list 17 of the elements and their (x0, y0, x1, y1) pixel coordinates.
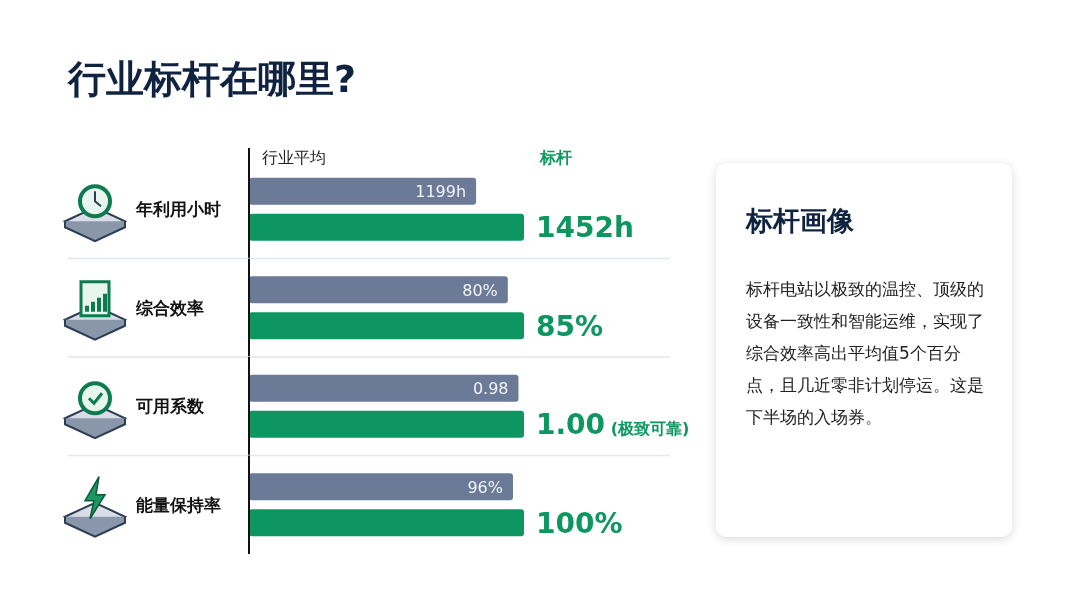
data-label: 80% (462, 280, 498, 300)
text: 标杆画像 (746, 204, 855, 238)
data-label: 100% (536, 506, 623, 540)
data-label: 1199h (415, 182, 467, 202)
data-label: 0.98 (472, 379, 509, 399)
y-tick-label: 可用系数 (135, 396, 205, 417)
data-label: 1.00 (极致可靠) (536, 408, 690, 442)
y-tick-label: 年利用小时 (135, 199, 221, 220)
y-tick-label: 能量保持率 (136, 494, 221, 515)
y-tick-label: 综合效率 (135, 297, 204, 318)
data-label: 1452h (536, 211, 634, 245)
data-label: 85% (536, 309, 604, 343)
data-label: 96% (467, 477, 503, 497)
series-label: 行业平均 (262, 148, 326, 167)
text: 标杆 (539, 148, 572, 167)
chart-title: 行业标杆在哪里? (66, 57, 357, 101)
text: 标杆电站以极致的温控、顶级的设备一致性和智能运维，实现了综合效率高出平均值5个百分点，且几近零非计划停运。这是下半场的入场券。 (746, 278, 984, 429)
